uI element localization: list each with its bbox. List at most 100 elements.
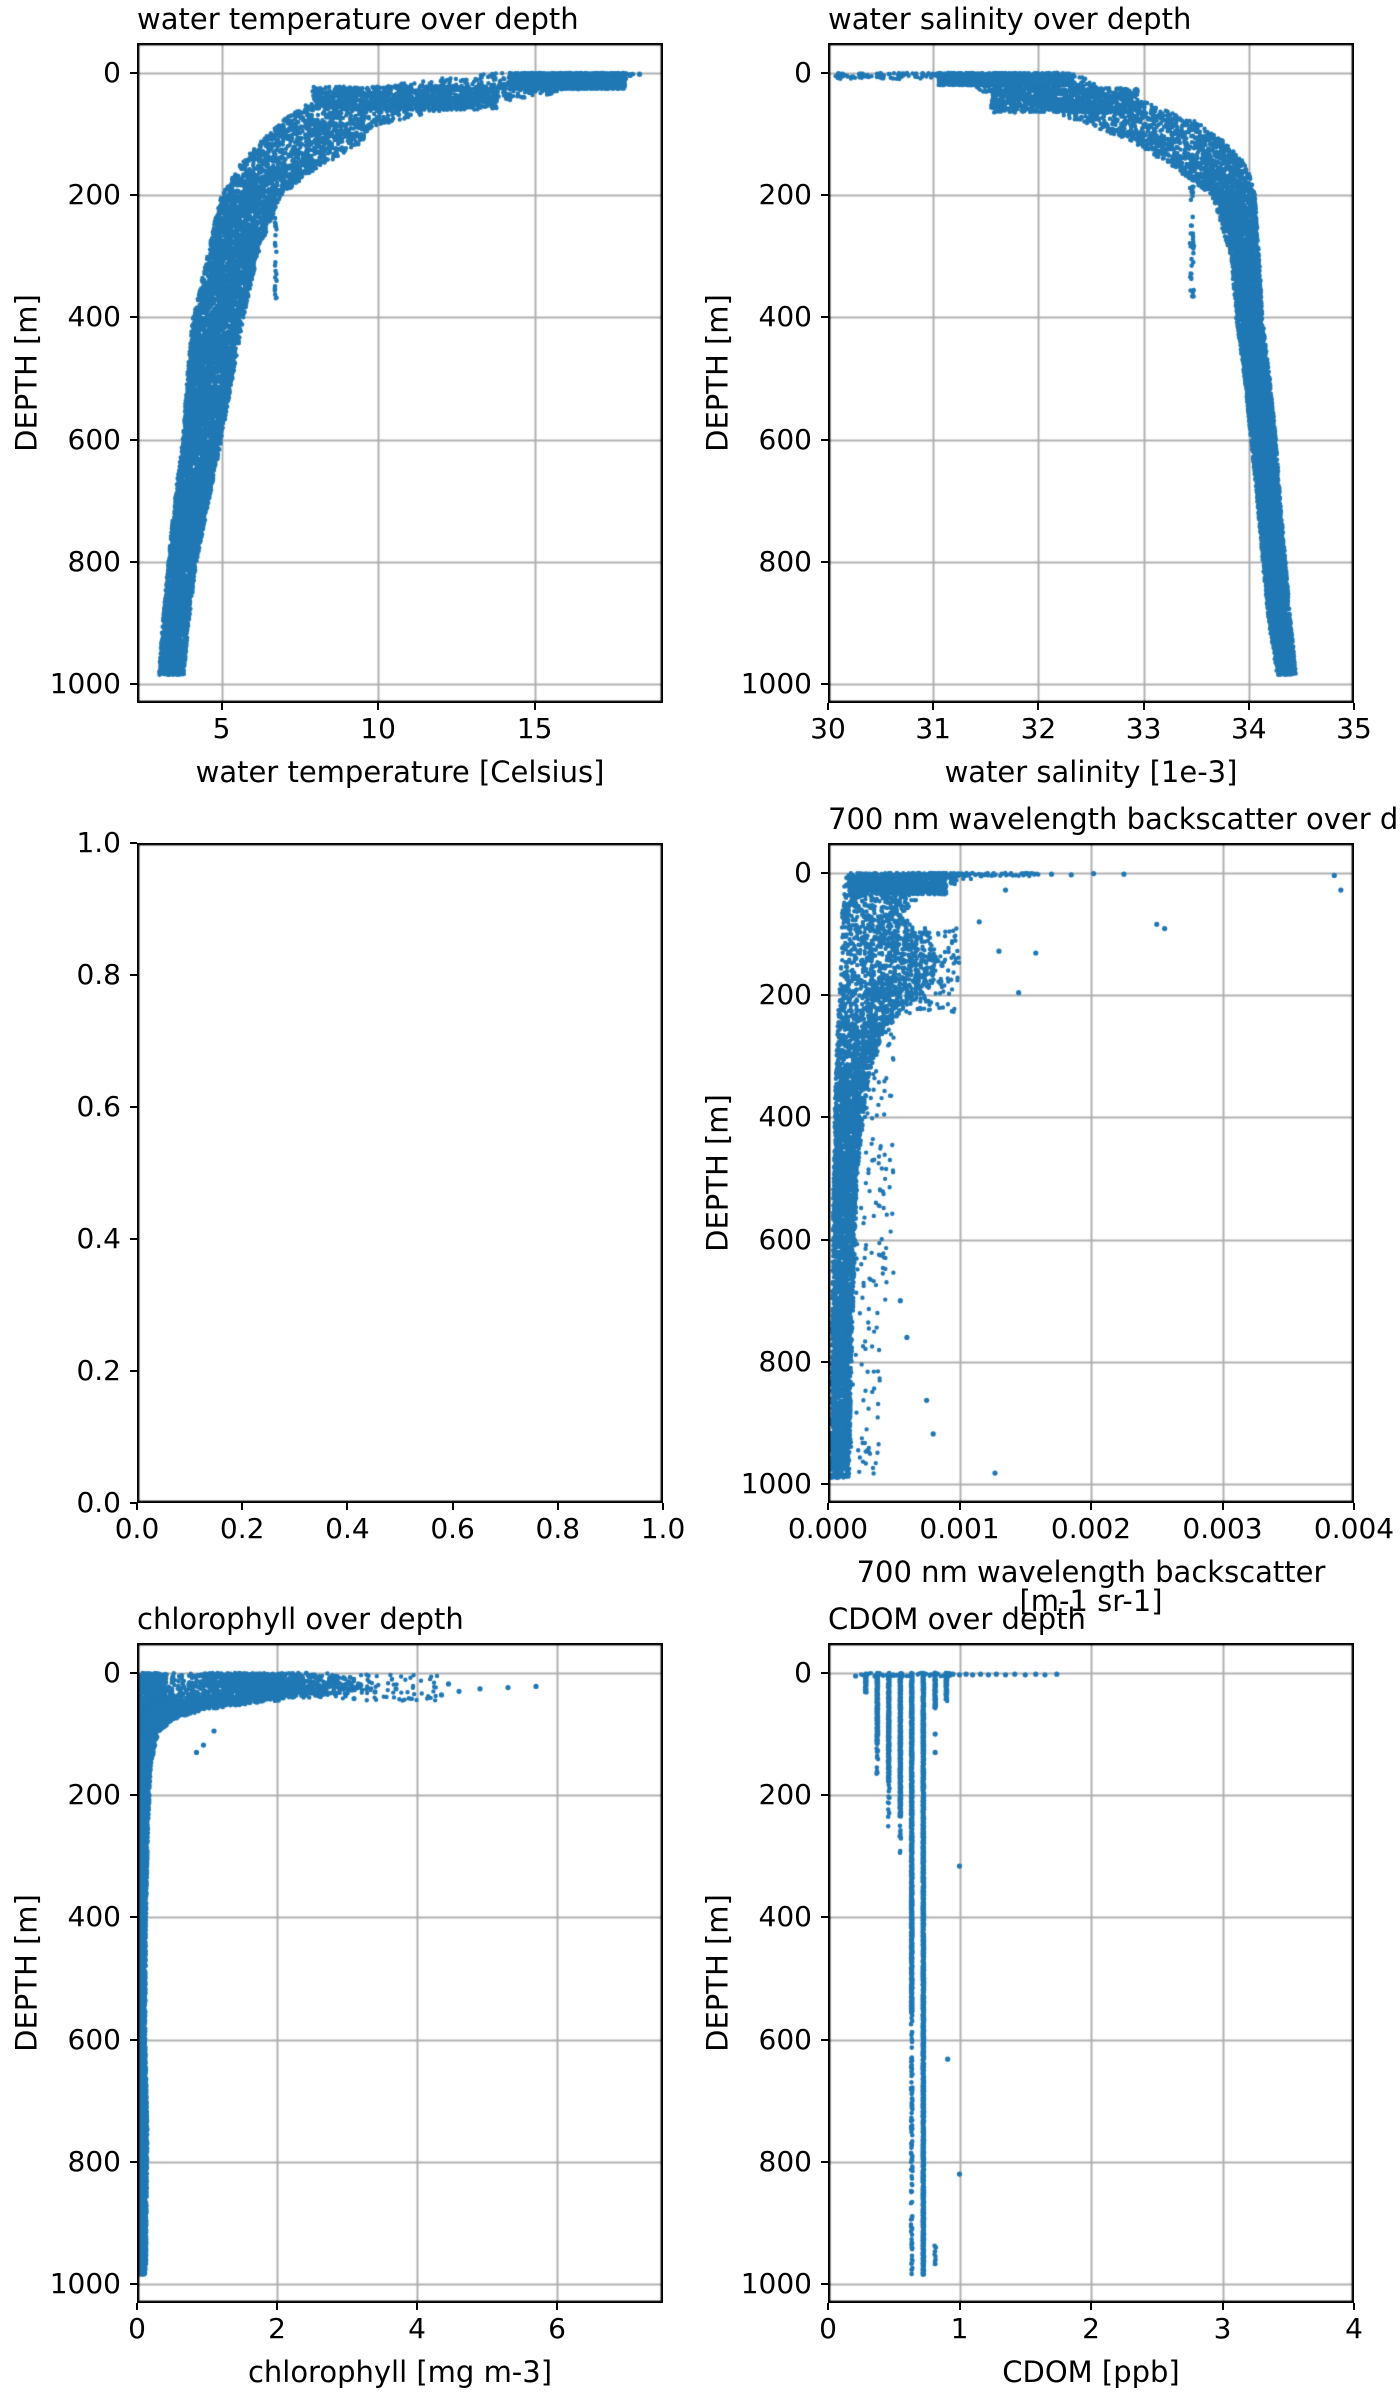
y-tick: [821, 1671, 828, 1674]
y-tick: [130, 438, 137, 441]
x-tick-label: 4: [408, 2312, 426, 2345]
x-tick-label: 15: [516, 712, 553, 745]
x-tick-label: 0.003: [1182, 1512, 1263, 1545]
y-axis-label: DEPTH [m]: [700, 1894, 735, 2052]
y-tick-label: 200: [67, 1778, 121, 1812]
x-tick-label: 0.004: [1313, 1512, 1395, 1545]
y-tick: [821, 1916, 828, 1919]
y-tick: [821, 683, 828, 686]
plot-title: CDOM over depth: [828, 1602, 1086, 1636]
y-tick-label: 0: [794, 55, 812, 89]
x-tick: [346, 1503, 349, 1510]
x-tick-label: 0.2: [219, 1512, 265, 1545]
x-tick: [827, 2303, 829, 2310]
x-tick-label: 35: [1336, 712, 1372, 745]
y-tick: [821, 2038, 828, 2041]
y-tick-label: 800: [758, 544, 812, 578]
x-tick-label: 30: [810, 712, 846, 745]
x-tick-label: 0: [819, 2312, 837, 2345]
y-tick: [821, 2283, 828, 2286]
x-tick: [827, 1503, 829, 1510]
backscatter-scatter-canvas: [828, 843, 1354, 1503]
plot-water-temperature: water temperature over depth water tempe…: [10, 5, 663, 787]
x-tick-label: 10: [360, 712, 396, 745]
temperature-scatter-canvas: [137, 43, 663, 703]
y-tick-label: 1000: [49, 667, 121, 701]
x-tick-label: 0.4: [325, 1512, 370, 1545]
y-tick: [130, 194, 137, 197]
y-tick: [130, 842, 137, 844]
x-axis-label: water temperature [Celsius]: [195, 755, 605, 789]
x-tick-label: 1: [950, 2312, 969, 2345]
plot-cdom: CDOM over depth CDOM [ppb] DEPTH [m] 0 1 2…: [701, 1605, 1363, 2387]
y-tick: [821, 1483, 828, 1486]
x-tick: [556, 1503, 559, 1510]
x-tick-label: 2: [268, 2312, 286, 2345]
y-tick-label: 0: [103, 55, 121, 89]
y-tick: [130, 1106, 137, 1108]
x-tick-label: 34: [1230, 712, 1267, 745]
x-tick-label: 0.001: [919, 1512, 1000, 1545]
x-tick: [556, 2303, 559, 2310]
y-tick: [821, 994, 828, 997]
y-tick-label: 400: [758, 1100, 812, 1134]
x-tick: [533, 703, 536, 710]
x-tick: [136, 1503, 138, 1510]
y-tick-label: 0.8: [76, 958, 121, 991]
y-tick-label: 200: [758, 978, 812, 1012]
y-tick: [130, 1370, 137, 1372]
y-tick-label: 600: [67, 2022, 121, 2056]
y-tick: [821, 1116, 828, 1119]
y-tick-label: 0: [794, 1655, 812, 1689]
x-tick: [1142, 703, 1145, 710]
x-tick: [1221, 1503, 1224, 1510]
y-tick: [130, 316, 137, 319]
x-tick: [1037, 703, 1040, 710]
y-tick: [130, 974, 137, 976]
y-tick-label: 600: [758, 2022, 812, 2056]
y-tick-label: 400: [67, 1900, 121, 1934]
y-tick: [821, 71, 828, 74]
x-tick: [451, 1503, 454, 1510]
x-tick-label: 0: [128, 2312, 146, 2345]
cdom-scatter-canvas: [828, 1643, 1354, 2303]
x-tick: [276, 2303, 278, 2310]
y-tick: [130, 2283, 137, 2286]
x-tick-label: 4: [1345, 2312, 1363, 2345]
y-tick: [821, 560, 828, 563]
y-tick-label: 0.6: [76, 1090, 121, 1123]
x-tick: [1090, 2303, 1092, 2310]
y-tick: [130, 2038, 137, 2041]
y-tick-label: 400: [758, 300, 812, 334]
x-axis-label: CDOM [ppb]: [1002, 2355, 1180, 2389]
plot-title: chlorophyll over depth: [137, 1602, 464, 1636]
plot-title: water salinity over depth: [828, 2, 1192, 36]
y-tick: [821, 1360, 828, 1363]
x-tick: [662, 1503, 664, 1510]
x-tick: [220, 703, 223, 710]
y-tick: [130, 1794, 137, 1797]
y-tick-label: 600: [758, 1222, 812, 1256]
y-tick-label: 1.0: [76, 826, 121, 859]
x-tick-label: 0.000: [787, 1512, 869, 1545]
plot-chlorophyll: chlorophyll over depth chlorophyll [mg m…: [10, 1605, 663, 2387]
y-tick-label: 200: [67, 178, 121, 212]
y-tick: [130, 683, 137, 686]
x-tick: [1247, 703, 1250, 710]
x-tick-label: 31: [915, 712, 952, 745]
x-tick: [1221, 2303, 1224, 2310]
y-tick-label: 0.4: [76, 1222, 121, 1255]
y-tick-label: 1000: [740, 1467, 812, 1501]
y-axis-label: DEPTH [m]: [9, 294, 44, 452]
y-tick-label: 1000: [740, 2267, 812, 2301]
x-tick: [1090, 1503, 1092, 1510]
x-tick-label: 33: [1125, 712, 1162, 745]
y-tick: [130, 2160, 137, 2163]
y-tick: [821, 1794, 828, 1797]
y-tick: [821, 194, 828, 197]
x-tick-label: 32: [1020, 712, 1057, 745]
x-tick-label: 0.8: [535, 1512, 581, 1545]
y-tick: [821, 438, 828, 441]
x-tick: [416, 2303, 418, 2310]
